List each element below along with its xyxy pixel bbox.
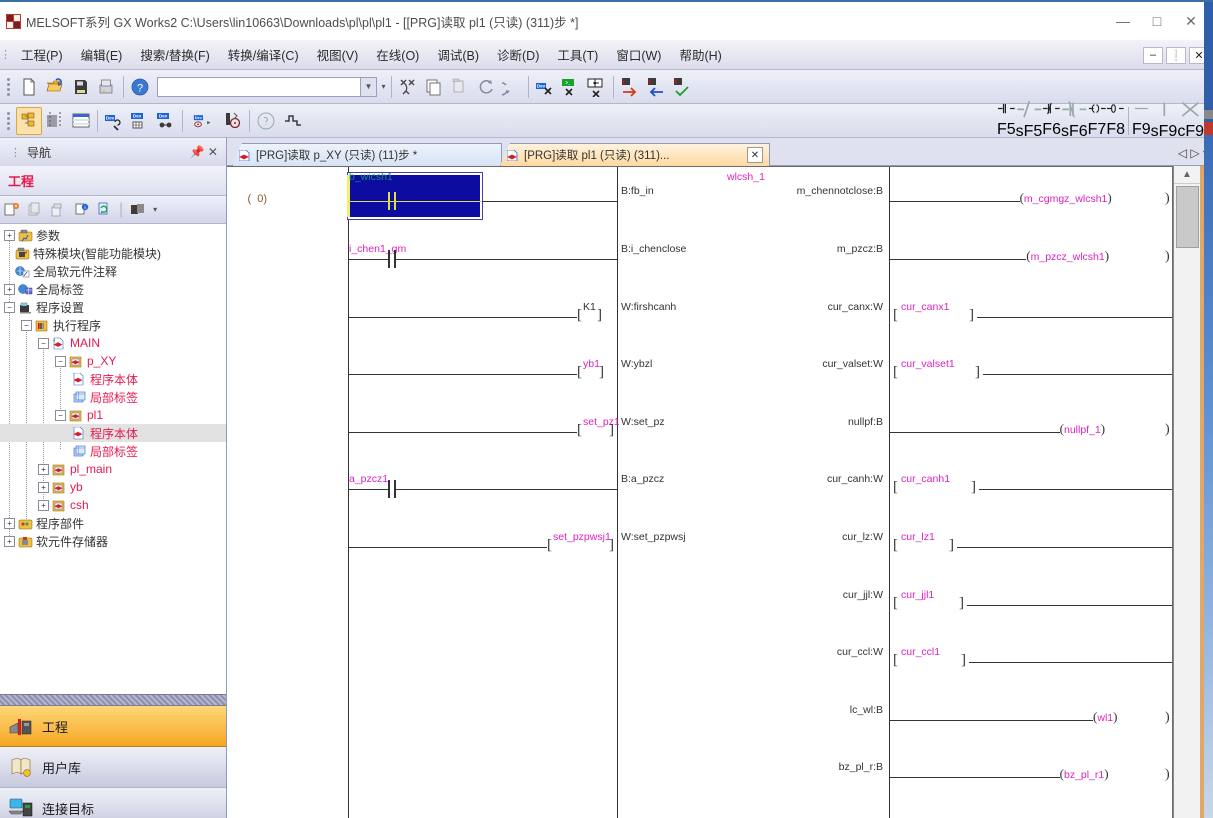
svg-text:Dev: Dev <box>106 115 115 120</box>
svg-text:◀▶: ◀▶ <box>73 430 83 437</box>
svg-text:◀▶: ◀▶ <box>73 376 83 383</box>
svg-text:◀▶: ◀▶ <box>54 485 64 491</box>
svg-text:i: i <box>84 205 85 210</box>
svg-text:◀▶: ◀▶ <box>71 359 81 365</box>
svg-text:◀▶: ◀▶ <box>239 153 249 160</box>
svg-text:◀▶: ◀▶ <box>507 153 517 160</box>
svg-text:>_: >_ <box>565 80 571 86</box>
svg-text:◀▶: ◀▶ <box>71 413 81 419</box>
svg-text:Dev: Dev <box>159 113 168 118</box>
svg-text:◀▶: ◀▶ <box>53 341 63 348</box>
svg-text:Dev: Dev <box>195 115 203 119</box>
svg-text:◀▶: ◀▶ <box>54 467 64 473</box>
svg-text:◀▶: ◀▶ <box>54 503 64 509</box>
svg-text:Dev: Dev <box>537 83 546 88</box>
svg-text:?: ? <box>137 82 143 94</box>
svg-text:Dev: Dev <box>133 113 142 118</box>
